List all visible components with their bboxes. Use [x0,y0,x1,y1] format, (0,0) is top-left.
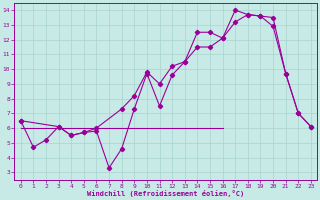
X-axis label: Windchill (Refroidissement éolien,°C): Windchill (Refroidissement éolien,°C) [87,190,244,197]
